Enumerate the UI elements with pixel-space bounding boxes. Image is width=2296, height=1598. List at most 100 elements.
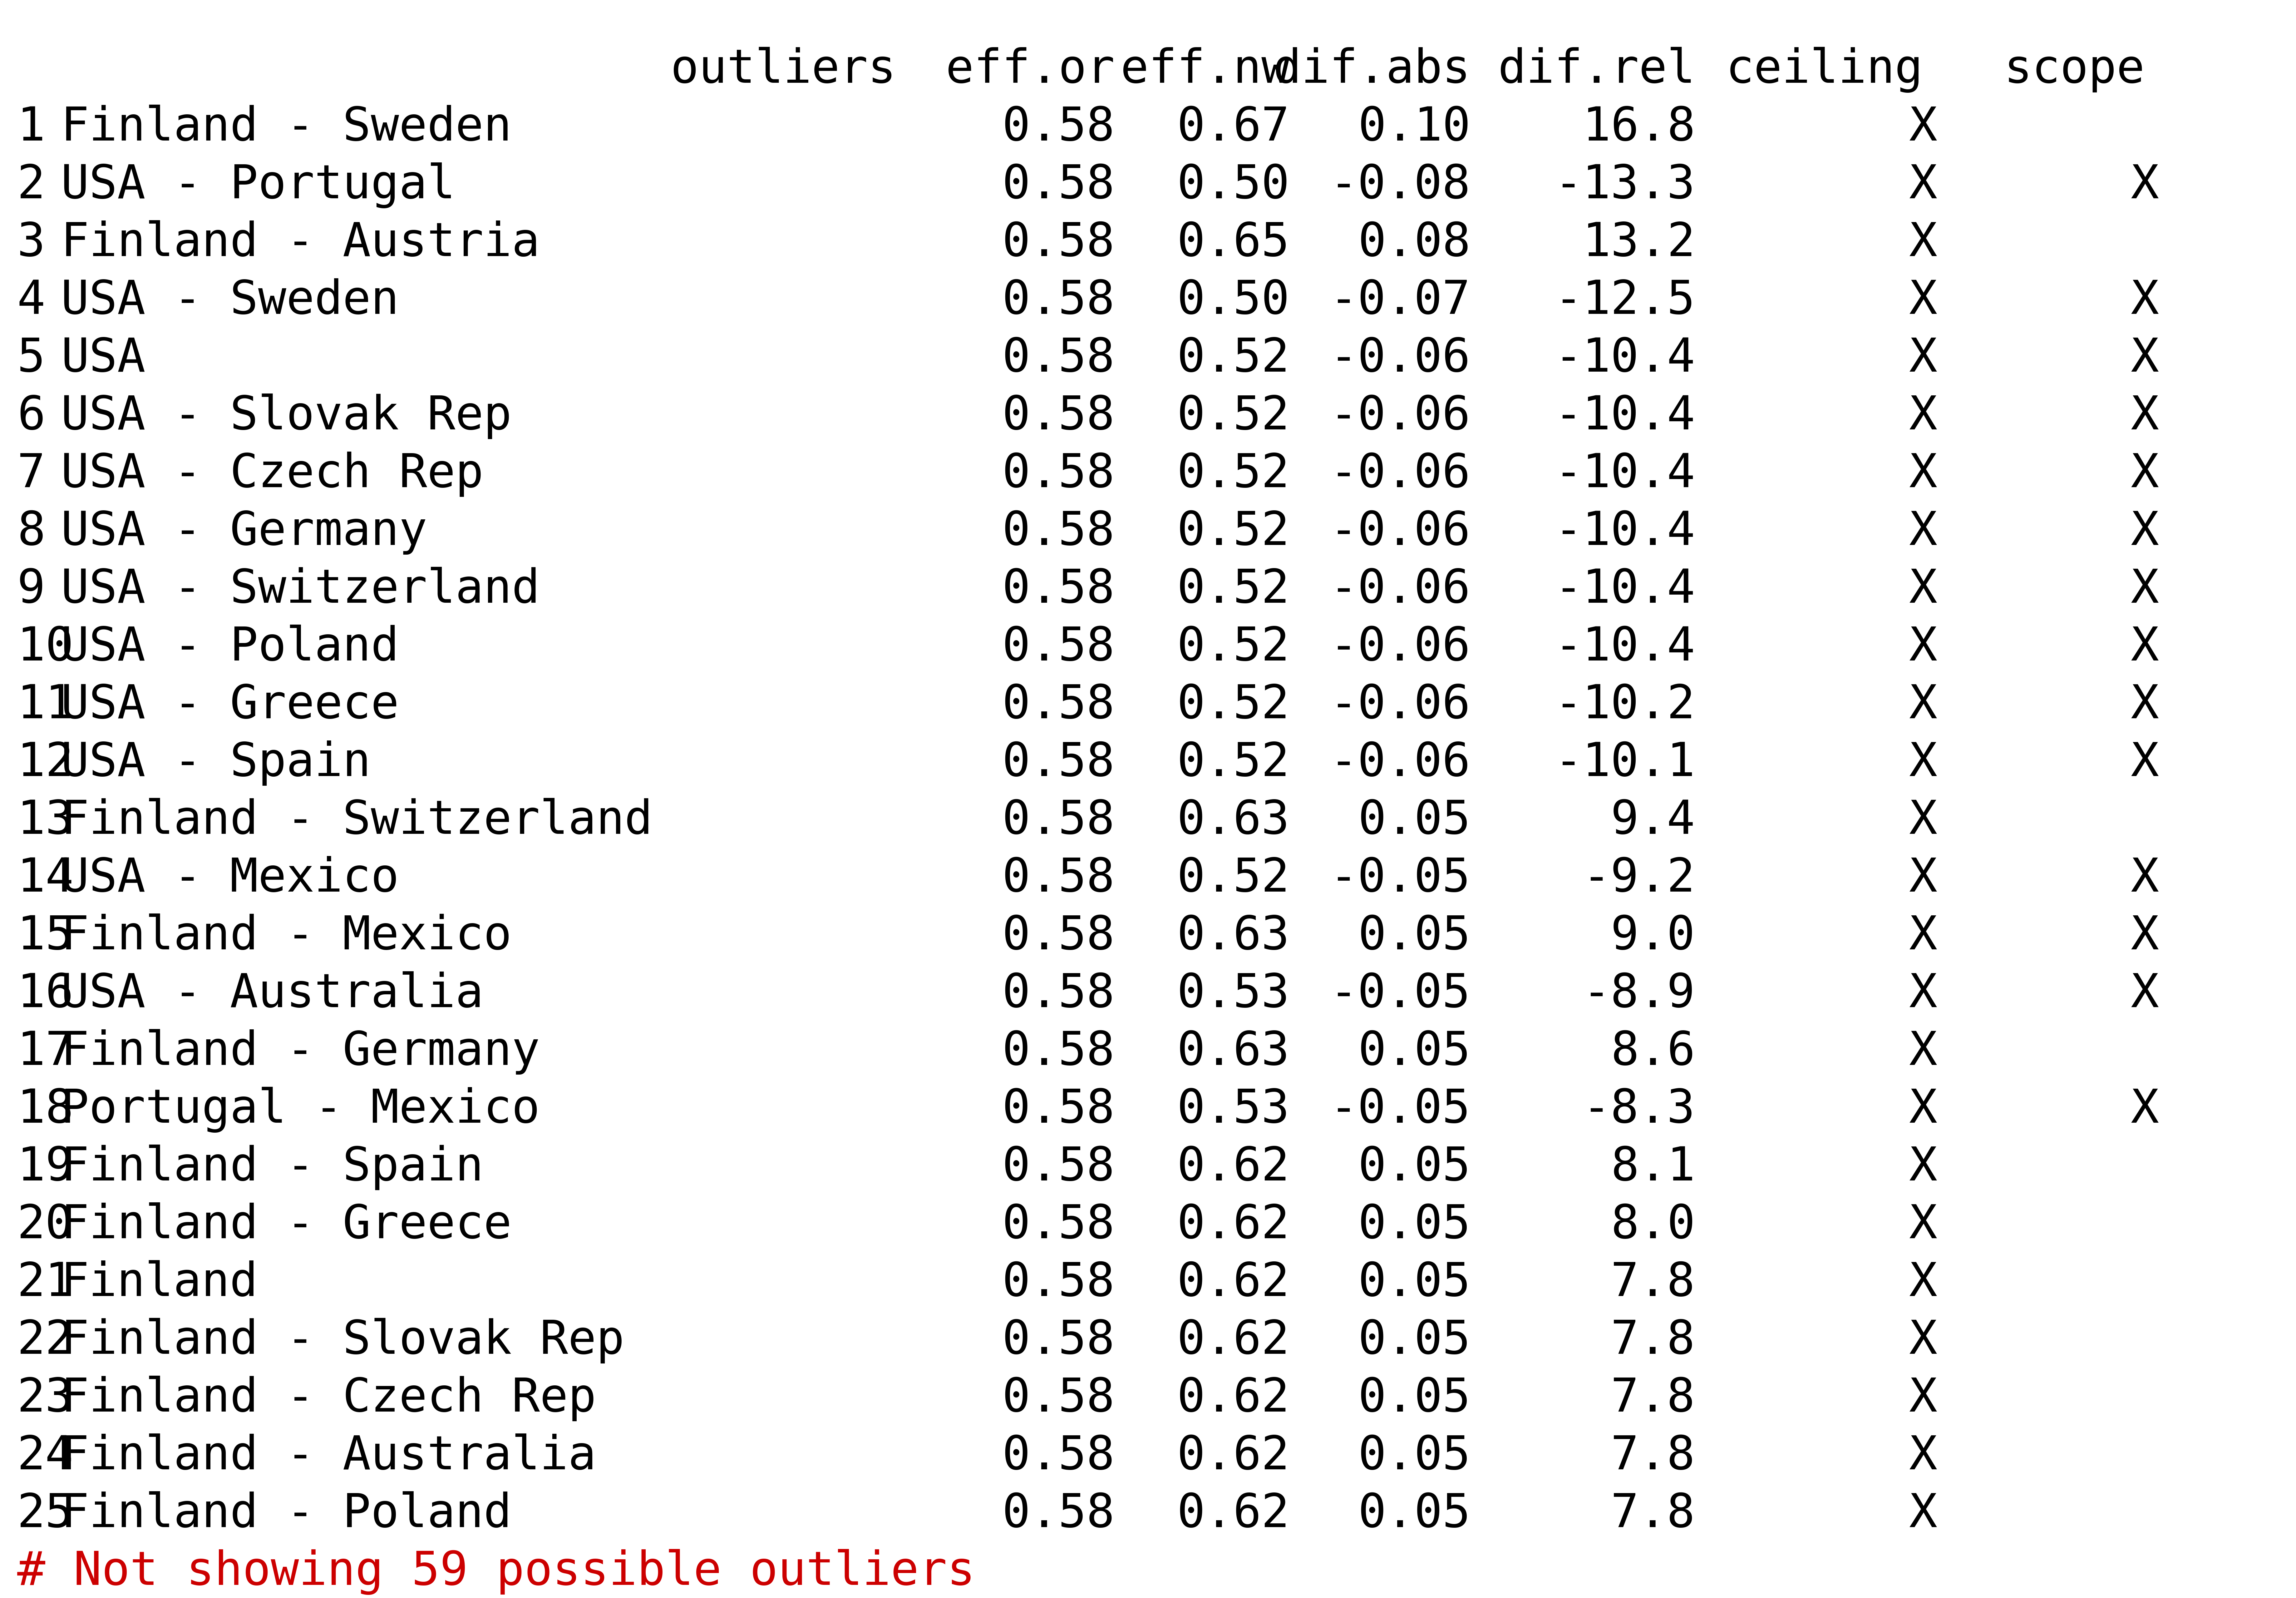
Text: X: X xyxy=(1910,1318,1938,1363)
Text: X: X xyxy=(1910,1087,1938,1133)
Text: 0.63: 0.63 xyxy=(1178,1029,1290,1074)
Text: X: X xyxy=(1910,393,1938,439)
Text: X: X xyxy=(1910,278,1938,323)
Text: 0.58: 0.58 xyxy=(1001,336,1114,382)
Text: X: X xyxy=(1910,1144,1938,1191)
Text: 0.58: 0.58 xyxy=(1001,278,1114,323)
Text: 0.52: 0.52 xyxy=(1178,451,1290,497)
Text: 0.58: 0.58 xyxy=(1001,510,1114,555)
Text: X: X xyxy=(2131,625,2158,670)
Text: X: X xyxy=(2131,740,2158,786)
Text: USA - Germany: USA - Germany xyxy=(62,510,427,555)
Text: -0.06: -0.06 xyxy=(1329,740,1469,786)
Text: X: X xyxy=(1910,914,1938,959)
Text: 0.58: 0.58 xyxy=(1001,1376,1114,1421)
Text: 8.6: 8.6 xyxy=(1612,1029,1694,1074)
Text: 0.58: 0.58 xyxy=(1001,625,1114,670)
Text: X: X xyxy=(1910,221,1938,265)
Text: -10.4: -10.4 xyxy=(1554,451,1694,497)
Text: X: X xyxy=(1910,1491,1938,1537)
Text: 8: 8 xyxy=(16,510,46,555)
Text: Finland - Germany: Finland - Germany xyxy=(62,1029,540,1074)
Text: 0.62: 0.62 xyxy=(1178,1491,1290,1537)
Text: 0.58: 0.58 xyxy=(1001,1318,1114,1363)
Text: USA - Portugal: USA - Portugal xyxy=(62,163,455,208)
Text: 20: 20 xyxy=(16,1202,73,1248)
Text: 25: 25 xyxy=(16,1491,73,1537)
Text: dif.rel: dif.rel xyxy=(1497,46,1694,93)
Text: -10.4: -10.4 xyxy=(1554,336,1694,382)
Text: -9.2: -9.2 xyxy=(1582,855,1694,901)
Text: X: X xyxy=(1910,567,1938,612)
Text: 7.8: 7.8 xyxy=(1612,1491,1694,1537)
Text: 0.52: 0.52 xyxy=(1178,336,1290,382)
Text: Finland - Switzerland: Finland - Switzerland xyxy=(62,797,652,844)
Text: 0.05: 0.05 xyxy=(1357,914,1469,959)
Text: X: X xyxy=(1910,451,1938,497)
Text: 0.58: 0.58 xyxy=(1001,855,1114,901)
Text: Portugal - Mexico: Portugal - Mexico xyxy=(62,1087,540,1133)
Text: eff.nw: eff.nw xyxy=(1120,46,1290,93)
Text: 4: 4 xyxy=(16,278,46,323)
Text: -10.2: -10.2 xyxy=(1554,682,1694,729)
Text: -0.05: -0.05 xyxy=(1329,855,1469,901)
Text: Finland - Mexico: Finland - Mexico xyxy=(62,914,512,959)
Text: X: X xyxy=(1910,1433,1938,1480)
Text: -12.5: -12.5 xyxy=(1554,278,1694,323)
Text: -0.06: -0.06 xyxy=(1329,510,1469,555)
Text: 0.62: 0.62 xyxy=(1178,1144,1290,1191)
Text: X: X xyxy=(1910,104,1938,150)
Text: X: X xyxy=(2131,451,2158,497)
Text: 0.52: 0.52 xyxy=(1178,393,1290,439)
Text: 6: 6 xyxy=(16,393,46,439)
Text: 21: 21 xyxy=(16,1261,73,1306)
Text: -0.06: -0.06 xyxy=(1329,682,1469,729)
Text: 0.58: 0.58 xyxy=(1001,1144,1114,1191)
Text: 2: 2 xyxy=(16,163,46,208)
Text: USA - Greece: USA - Greece xyxy=(62,682,400,729)
Text: 0.08: 0.08 xyxy=(1357,221,1469,265)
Text: Finland - Sweden: Finland - Sweden xyxy=(62,104,512,150)
Text: 0.58: 0.58 xyxy=(1001,1491,1114,1537)
Text: X: X xyxy=(2131,567,2158,612)
Text: 0.62: 0.62 xyxy=(1178,1318,1290,1363)
Text: 0.58: 0.58 xyxy=(1001,163,1114,208)
Text: -0.07: -0.07 xyxy=(1329,278,1469,323)
Text: 14: 14 xyxy=(16,855,73,901)
Text: 0.58: 0.58 xyxy=(1001,451,1114,497)
Text: 0.50: 0.50 xyxy=(1178,278,1290,323)
Text: X: X xyxy=(1910,855,1938,901)
Text: 0.58: 0.58 xyxy=(1001,1202,1114,1248)
Text: 0.62: 0.62 xyxy=(1178,1376,1290,1421)
Text: 15: 15 xyxy=(16,914,73,959)
Text: 19: 19 xyxy=(16,1144,73,1191)
Text: X: X xyxy=(1910,1029,1938,1074)
Text: X: X xyxy=(1910,163,1938,208)
Text: 8.0: 8.0 xyxy=(1612,1202,1694,1248)
Text: 13: 13 xyxy=(16,797,73,844)
Text: 0.62: 0.62 xyxy=(1178,1261,1290,1306)
Text: 13.2: 13.2 xyxy=(1582,221,1694,265)
Text: -13.3: -13.3 xyxy=(1554,163,1694,208)
Text: X: X xyxy=(2131,510,2158,555)
Text: 8.1: 8.1 xyxy=(1612,1144,1694,1191)
Text: USA - Switzerland: USA - Switzerland xyxy=(62,567,540,612)
Text: X: X xyxy=(2131,336,2158,382)
Text: X: X xyxy=(1910,625,1938,670)
Text: 16: 16 xyxy=(16,972,73,1016)
Text: 0.58: 0.58 xyxy=(1001,682,1114,729)
Text: 0.58: 0.58 xyxy=(1001,1029,1114,1074)
Text: -0.06: -0.06 xyxy=(1329,625,1469,670)
Text: 0.53: 0.53 xyxy=(1178,972,1290,1016)
Text: X: X xyxy=(1910,972,1938,1016)
Text: 9.4: 9.4 xyxy=(1612,797,1694,844)
Text: -0.05: -0.05 xyxy=(1329,1087,1469,1133)
Text: X: X xyxy=(1910,682,1938,729)
Text: X: X xyxy=(2131,972,2158,1016)
Text: USA - Australia: USA - Australia xyxy=(62,972,484,1016)
Text: X: X xyxy=(1910,1376,1938,1421)
Text: 0.58: 0.58 xyxy=(1001,221,1114,265)
Text: -0.06: -0.06 xyxy=(1329,567,1469,612)
Text: 10: 10 xyxy=(16,625,73,670)
Text: 0.10: 0.10 xyxy=(1357,104,1469,150)
